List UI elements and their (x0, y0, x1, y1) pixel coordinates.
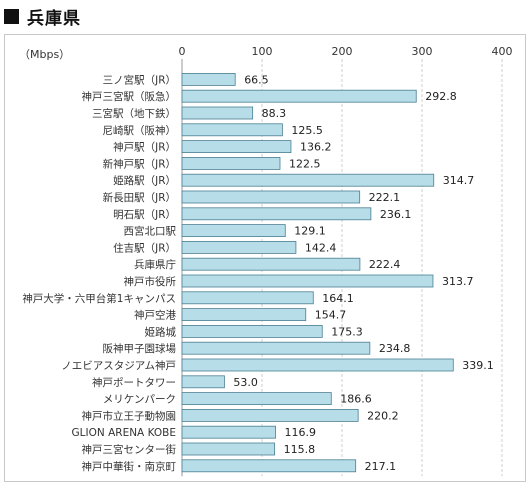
bar (181, 106, 254, 120)
value-label: 220.2 (367, 409, 399, 422)
value-label: 222.4 (369, 258, 401, 271)
value-label: 115.8 (284, 443, 316, 456)
category-label: 新神戸駅（JR） (103, 157, 176, 170)
value-label: 142.4 (305, 241, 337, 254)
category-label: 姫路駅（JR） (113, 174, 176, 187)
value-label: 136.2 (300, 141, 332, 154)
category-label: GLION ARENA KOBE (72, 427, 176, 439)
bar (181, 459, 357, 473)
value-label: 116.9 (285, 426, 317, 439)
bar (181, 224, 286, 238)
category-label: 尼崎駅（阪神） (103, 124, 177, 137)
value-label: 222.1 (369, 191, 401, 204)
category-label: 神戸大学・六甲台第1キャンパス (22, 292, 176, 305)
value-label: 164.1 (322, 292, 354, 305)
unit-label: （Mbps） (19, 48, 70, 61)
bar (181, 392, 332, 406)
x-tick-label: 400 (492, 45, 513, 58)
category-label: 神戸ポートタワー (92, 376, 176, 389)
value-label: 217.1 (365, 460, 397, 473)
value-label: 154.7 (315, 309, 347, 322)
chart-panel: （Mbps） 0 100 200 300 400 三ノ宮駅（JR） 66.5 神戸三宮駅（阪… (4, 34, 526, 482)
value-label: 186.6 (340, 393, 372, 406)
bar (181, 324, 323, 338)
category-label: 明石駅（JR） (113, 209, 176, 221)
value-label: 53.0 (233, 376, 258, 389)
value-label: 339.1 (462, 359, 494, 372)
value-label: 175.3 (331, 325, 363, 338)
category-label: ノエビアスタジアム神戸 (61, 359, 176, 372)
bar (181, 274, 434, 288)
x-tick-label: 100 (252, 45, 273, 58)
bar (181, 207, 372, 221)
category-label: 三ノ宮駅（JR） (103, 73, 176, 86)
category-label: 神戸三宮駅（阪急） (82, 90, 177, 103)
value-label: 122.5 (289, 157, 321, 170)
square-icon (4, 8, 19, 24)
x-tick-label: 0 (179, 45, 186, 58)
bar (181, 190, 361, 204)
category-label: 姫路城 (145, 325, 177, 338)
value-label: 129.1 (294, 225, 326, 238)
category-label: 新長田駅（JR） (103, 191, 176, 204)
category-label: 兵庫県庁 (134, 258, 176, 271)
value-label: 88.3 (262, 107, 287, 120)
bar (181, 173, 435, 187)
bar (181, 140, 292, 153)
category-label: 阪神甲子園球場 (103, 342, 177, 355)
category-label: 神戸三宮センター街 (82, 443, 177, 456)
bar-chart: （Mbps） 0 100 200 300 400 三ノ宮駅（JR） 66.5 神戸三宮駅（阪… (19, 45, 513, 477)
bar (181, 341, 371, 355)
x-tick-label: 200 (332, 45, 353, 58)
bar (181, 89, 417, 103)
value-label: 236.1 (380, 208, 412, 221)
bar (181, 308, 307, 322)
bar (181, 442, 276, 456)
page-title: 兵庫県 (27, 8, 81, 29)
bar (181, 73, 236, 86)
bar (181, 157, 281, 170)
bar (181, 257, 361, 271)
x-tick-label: 300 (412, 45, 433, 58)
category-label: 住吉駅（JR） (113, 241, 176, 254)
page-header: 兵庫県 (4, 4, 81, 29)
category-label: 西宮北口駅 (124, 225, 177, 238)
value-label: 313.7 (442, 275, 474, 288)
value-label: 66.5 (244, 73, 269, 86)
category-label: 神戸中華街・南京町 (82, 460, 177, 473)
category-label: 神戸空港 (134, 309, 176, 322)
category-label: 神戸市立王子動物園 (82, 409, 177, 422)
value-label: 125.5 (291, 124, 323, 137)
bar (181, 240, 297, 254)
value-label: 234.8 (379, 342, 411, 355)
bar (181, 425, 276, 439)
bar (181, 408, 359, 422)
category-label: 三宮駅（地下鉄） (92, 107, 176, 120)
category-label: 神戸市役所 (124, 275, 177, 288)
value-label: 292.8 (425, 90, 457, 103)
bar (181, 123, 283, 137)
category-label: メリケンパーク (103, 394, 176, 406)
bar (181, 291, 314, 305)
bar (181, 358, 454, 372)
value-label: 314.7 (443, 174, 475, 187)
category-label: 神戸駅（JR） (113, 141, 176, 154)
bar (181, 375, 225, 389)
